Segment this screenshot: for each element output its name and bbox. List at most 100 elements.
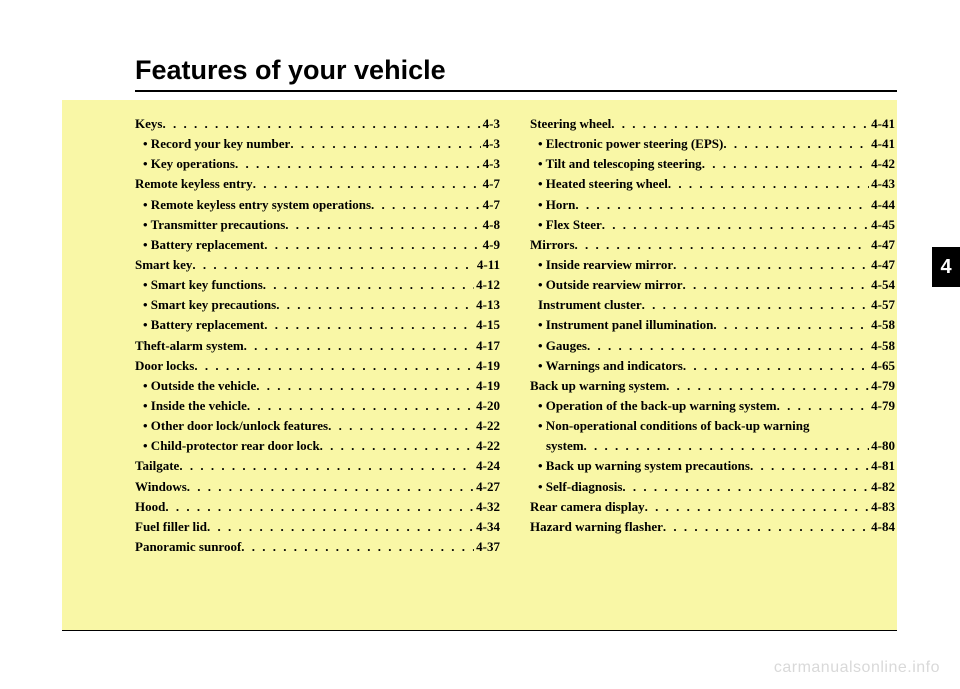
toc-entry: Door locks 4-19 — [135, 356, 500, 376]
toc-page-number: 4-81 — [869, 456, 895, 476]
toc-page-number: 4-22 — [474, 416, 500, 436]
toc-leader-dots — [371, 195, 481, 215]
toc-label: • Key operations — [143, 154, 235, 174]
toc-label: • Transmitter precautions — [143, 215, 285, 235]
toc-label: Rear camera display — [530, 497, 645, 517]
toc-entry: • Outside the vehicle 4-19 — [135, 376, 500, 396]
toc-page-number: 4-7 — [481, 174, 500, 194]
toc-page-number: 4-27 — [474, 477, 500, 497]
toc-entry: • Child-protector rear door lock 4-22 — [135, 436, 500, 456]
toc-page-number: 4-11 — [475, 255, 500, 275]
toc-leader-dots — [587, 336, 869, 356]
toc-label: • Operation of the back-up warning syste… — [538, 396, 777, 416]
toc-entry: • Tilt and telescoping steering 4-42 — [530, 154, 895, 174]
toc-entry: • Instrument panel illumination 4-58 — [530, 315, 895, 335]
toc-entry: • Flex Steer 4-45 — [530, 215, 895, 235]
toc-page-number: 4-80 — [869, 436, 895, 456]
toc-page-number: 4-24 — [474, 456, 500, 476]
toc-label: • Flex Steer — [538, 215, 602, 235]
toc-leader-dots — [290, 134, 480, 154]
toc-label: • Heated steering wheel — [538, 174, 668, 194]
toc-page-number: 4-22 — [474, 436, 500, 456]
toc-label: • Non-operational conditions of back-up … — [538, 416, 809, 436]
toc-label: • Outside the vehicle — [143, 376, 256, 396]
chapter-tab: 4 — [932, 247, 960, 287]
toc-entry: Hood 4-32 — [135, 497, 500, 517]
toc-leader-dots — [276, 295, 474, 315]
toc-label: Steering wheel — [530, 114, 611, 134]
toc-leader-dots — [320, 436, 474, 456]
toc-entry: • Non-operational conditions of back-up … — [530, 416, 895, 436]
toc-label: • Self-diagnosis — [538, 477, 622, 497]
toc-entry: system 4-80 — [530, 436, 895, 456]
toc-entry: Fuel filler lid 4-34 — [135, 517, 500, 537]
toc-entry: • Back up warning system precautions 4-8… — [530, 456, 895, 476]
toc-leader-dots — [702, 154, 869, 174]
toc-label: • Outside rearview mirror — [538, 275, 683, 295]
toc-page-number: 4-44 — [869, 195, 895, 215]
toc-page-number: 4-57 — [869, 295, 895, 315]
toc-entry: Instrument cluster 4-57 — [530, 295, 895, 315]
toc-leader-dots — [777, 396, 870, 416]
toc-leader-dots — [264, 235, 480, 255]
toc-leader-dots — [622, 477, 869, 497]
toc-leader-dots — [723, 134, 869, 154]
toc-entry: Smart key 4-11 — [135, 255, 500, 275]
toc-entry: Mirrors 4-47 — [530, 235, 895, 255]
toc-label: • Electronic power steering (EPS) — [538, 134, 723, 154]
toc-label: • Gauges — [538, 336, 587, 356]
toc-leader-dots — [264, 315, 474, 335]
toc-page-number: 4-41 — [869, 114, 895, 134]
toc-page-number: 4-65 — [869, 356, 895, 376]
toc-page-number: 4-37 — [474, 537, 500, 557]
toc-leader-dots — [683, 275, 870, 295]
table-of-contents: Keys 4-3• Record your key number 4-3• Ke… — [135, 114, 895, 557]
toc-leader-dots — [575, 235, 870, 255]
toc-leader-dots — [645, 497, 870, 517]
toc-label: Panoramic sunroof — [135, 537, 241, 557]
toc-label: Instrument cluster — [538, 295, 642, 315]
toc-leader-dots — [666, 376, 869, 396]
toc-leader-dots — [192, 255, 474, 275]
page-title: Features of your vehicle — [135, 55, 446, 86]
toc-page-number: 4-17 — [474, 336, 500, 356]
toc-leader-dots — [235, 154, 481, 174]
toc-label: Theft-alarm system — [135, 336, 244, 356]
toc-entry: • Smart key functions 4-12 — [135, 275, 500, 295]
toc-leader-dots — [285, 215, 480, 235]
toc-leader-dots — [584, 436, 870, 456]
toc-entry: • Horn 4-44 — [530, 195, 895, 215]
toc-page-number: 4-3 — [481, 134, 500, 154]
toc-label: Tailgate — [135, 456, 179, 476]
toc-leader-dots — [194, 356, 474, 376]
toc-page-number: 4-19 — [474, 356, 500, 376]
toc-page-number: 4-47 — [869, 255, 895, 275]
toc-leader-dots — [642, 295, 870, 315]
toc-entry: • Inside the vehicle 4-20 — [135, 396, 500, 416]
toc-leader-dots — [247, 396, 474, 416]
toc-entry: Windows 4-27 — [135, 477, 500, 497]
toc-label: Keys — [135, 114, 162, 134]
toc-label: Door locks — [135, 356, 194, 376]
toc-entry: • Electronic power steering (EPS) 4-41 — [530, 134, 895, 154]
toc-page-number: 4-42 — [869, 154, 895, 174]
toc-page-number: 4-58 — [869, 336, 895, 356]
toc-leader-dots — [602, 215, 869, 235]
toc-page-number: 4-8 — [481, 215, 500, 235]
toc-leader-dots — [187, 477, 474, 497]
toc-entry: • Outside rearview mirror 4-54 — [530, 275, 895, 295]
toc-leader-dots — [750, 456, 869, 476]
toc-leader-dots — [663, 517, 869, 537]
toc-label: Hazard warning flasher — [530, 517, 663, 537]
toc-entry: • Gauges 4-58 — [530, 336, 895, 356]
toc-entry: • Self-diagnosis 4-82 — [530, 477, 895, 497]
footer-divider — [62, 630, 897, 631]
toc-entry: • Battery replacement 4-15 — [135, 315, 500, 335]
toc-page-number: 4-3 — [481, 154, 500, 174]
toc-page-number: 4-82 — [869, 477, 895, 497]
toc-leader-dots — [244, 336, 474, 356]
toc-leader-dots — [328, 416, 474, 436]
toc-label: • Battery replacement — [143, 315, 264, 335]
toc-entry: • Inside rearview mirror 4-47 — [530, 255, 895, 275]
toc-page-number: 4-12 — [474, 275, 500, 295]
